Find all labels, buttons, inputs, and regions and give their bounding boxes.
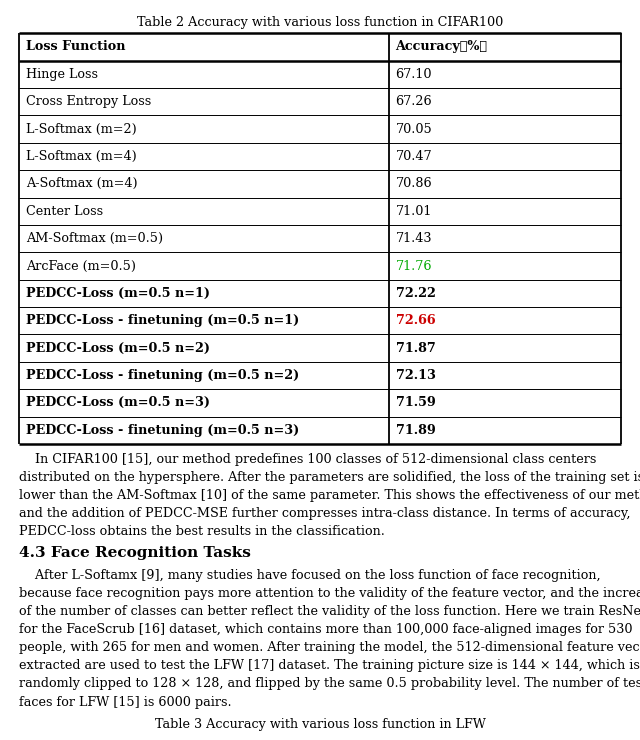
Text: PEDCC-Loss (m=0.5 n=2): PEDCC-Loss (m=0.5 n=2)	[26, 342, 210, 354]
Text: 67.26: 67.26	[396, 95, 432, 108]
Text: 71.59: 71.59	[396, 397, 435, 409]
Text: Table 2 Accuracy with various loss function in CIFAR100: Table 2 Accuracy with various loss funct…	[137, 16, 503, 30]
Text: Table 3 Accuracy with various loss function in LFW: Table 3 Accuracy with various loss funct…	[155, 718, 485, 731]
Text: ArcFace (m=0.5): ArcFace (m=0.5)	[26, 260, 136, 272]
Text: 4.3 Face Recognition Tasks: 4.3 Face Recognition Tasks	[19, 547, 251, 560]
Text: 67.10: 67.10	[396, 68, 432, 81]
Text: After L-Softamx [9], many studies have focused on the loss function of face reco: After L-Softamx [9], many studies have f…	[19, 569, 601, 582]
Text: Cross Entropy Loss: Cross Entropy Loss	[26, 95, 151, 108]
Text: PEDCC-Loss - finetuning (m=0.5 n=2): PEDCC-Loss - finetuning (m=0.5 n=2)	[26, 369, 299, 382]
Text: 70.47: 70.47	[396, 150, 432, 163]
Text: 70.86: 70.86	[396, 178, 432, 190]
Text: 70.05: 70.05	[396, 123, 433, 135]
Text: randomly clipped to 128 × 128, and flipped by the same 0.5 probability level. Th: randomly clipped to 128 × 128, and flipp…	[19, 678, 640, 690]
Text: people, with 265 for men and women. After training the model, the 512-dimensiona: people, with 265 for men and women. Afte…	[19, 641, 640, 654]
Text: PEDCC-Loss - finetuning (m=0.5 n=1): PEDCC-Loss - finetuning (m=0.5 n=1)	[26, 314, 299, 327]
Text: 71.87: 71.87	[396, 342, 435, 354]
Text: 71.76: 71.76	[396, 260, 432, 272]
Text: Accuracy（%）: Accuracy（%）	[396, 41, 488, 53]
Text: 71.01: 71.01	[396, 205, 432, 218]
Text: Loss Function: Loss Function	[26, 41, 125, 53]
Text: L-Softmax (m=4): L-Softmax (m=4)	[26, 150, 136, 163]
Text: In CIFAR100 [15], our method predefines 100 classes of 512-dimensional class cen: In CIFAR100 [15], our method predefines …	[19, 453, 596, 466]
Text: 72.66: 72.66	[396, 314, 435, 327]
Text: A-Softmax (m=4): A-Softmax (m=4)	[26, 178, 137, 190]
Text: extracted are used to test the LFW [17] dataset. The training picture size is 14: extracted are used to test the LFW [17] …	[19, 659, 640, 673]
Text: 72.13: 72.13	[396, 369, 435, 382]
Text: 71.43: 71.43	[396, 232, 432, 245]
Text: PEDCC-Loss - finetuning (m=0.5 n=3): PEDCC-Loss - finetuning (m=0.5 n=3)	[26, 424, 299, 437]
Text: 71.89: 71.89	[396, 424, 435, 437]
Text: Center Loss: Center Loss	[26, 205, 103, 218]
Text: distributed on the hypersphere. After the parameters are solidified, the loss of: distributed on the hypersphere. After th…	[19, 471, 640, 484]
Text: Hinge Loss: Hinge Loss	[26, 68, 97, 81]
Text: for the FaceScrub [16] dataset, which contains more than 100,000 face-aligned im: for the FaceScrub [16] dataset, which co…	[19, 623, 633, 636]
Text: faces for LFW [15] is 6000 pairs.: faces for LFW [15] is 6000 pairs.	[19, 696, 232, 709]
Text: because face recognition pays more attention to the validity of the feature vect: because face recognition pays more atten…	[19, 587, 640, 600]
Text: and the addition of PEDCC-MSE further compresses intra-class distance. In terms : and the addition of PEDCC-MSE further co…	[19, 508, 630, 520]
Text: AM-Softmax (m=0.5): AM-Softmax (m=0.5)	[26, 232, 163, 245]
Text: of the number of classes can better reflect the validity of the loss function. H: of the number of classes can better refl…	[19, 605, 640, 618]
Text: PEDCC-Loss (m=0.5 n=1): PEDCC-Loss (m=0.5 n=1)	[26, 287, 210, 300]
Text: PEDCC-loss obtains the best results in the classification.: PEDCC-loss obtains the best results in t…	[19, 525, 385, 539]
Text: PEDCC-Loss (m=0.5 n=3): PEDCC-Loss (m=0.5 n=3)	[26, 397, 210, 409]
Text: lower than the AM-Softmax [10] of the same parameter. This shows the effectivene: lower than the AM-Softmax [10] of the sa…	[19, 489, 640, 502]
Text: L-Softmax (m=2): L-Softmax (m=2)	[26, 123, 136, 135]
Text: 72.22: 72.22	[396, 287, 435, 300]
